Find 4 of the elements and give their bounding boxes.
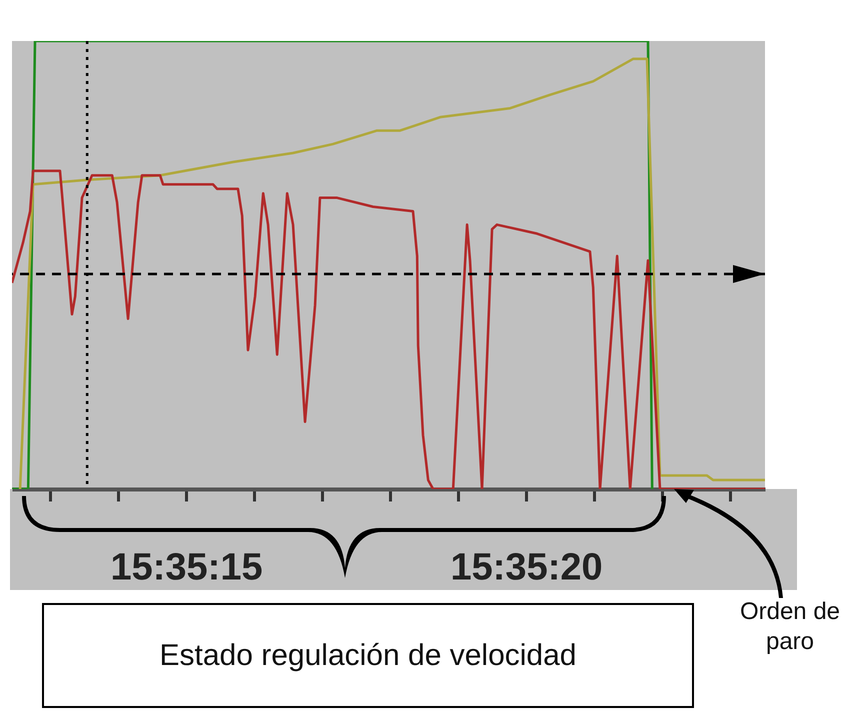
x-tick-label: 15:35:15 <box>110 546 263 588</box>
text: Estado regulación de velocidad <box>42 603 694 708</box>
x-tick-label: 15:35:20 <box>450 546 603 588</box>
text: Orden de paro <box>738 597 842 657</box>
